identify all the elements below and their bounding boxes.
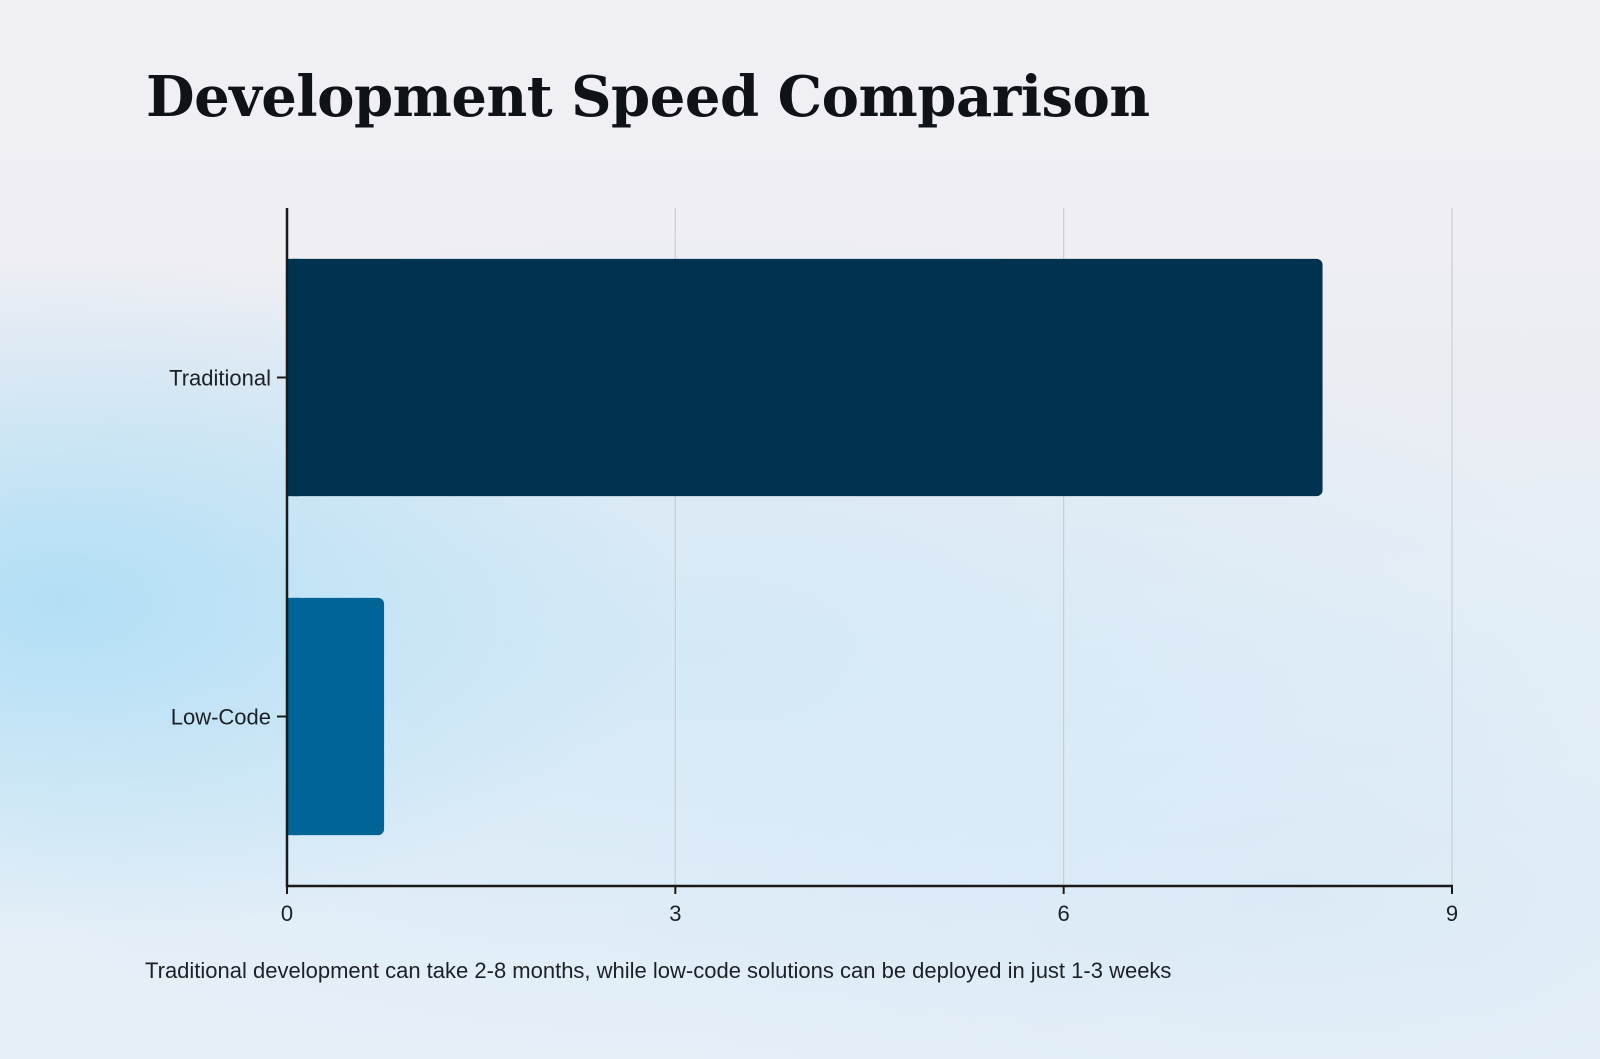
axes bbox=[285, 208, 1453, 888]
x-tick-label: 6 bbox=[1058, 901, 1070, 926]
y-category-label: Traditional bbox=[169, 366, 271, 391]
y-category-label: Low-Code bbox=[171, 705, 271, 730]
bar-low-code bbox=[287, 597, 385, 836]
bar-base bbox=[287, 258, 299, 497]
bar-base bbox=[287, 597, 299, 836]
chart-caption: Traditional development can take 2-8 mon… bbox=[145, 958, 1172, 983]
chart-title: Development Speed Comparison bbox=[146, 64, 1150, 130]
x-tick-label: 9 bbox=[1446, 901, 1458, 926]
x-tick-label: 0 bbox=[281, 901, 293, 926]
bars bbox=[287, 258, 1323, 836]
y-axis-ticks: Traditional Low-Code bbox=[169, 366, 287, 730]
x-axis-ticks: 0 3 6 9 bbox=[281, 886, 1458, 926]
bar-traditional bbox=[287, 258, 1323, 497]
x-tick-label: 3 bbox=[669, 901, 681, 926]
